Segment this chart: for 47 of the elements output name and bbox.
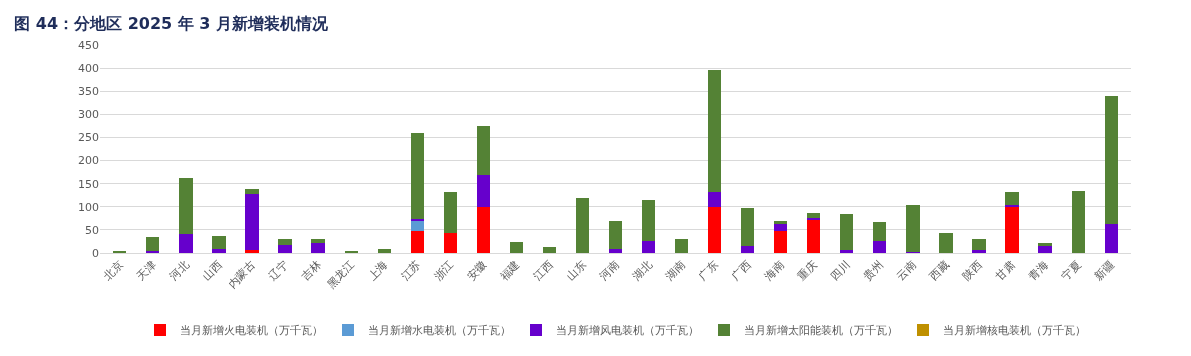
x-tick-label: 新疆	[1092, 258, 1118, 284]
y-tick-label: 300	[78, 108, 99, 122]
x-tick-label: 甘肃	[993, 258, 1019, 284]
x-tick-label: 上海	[365, 258, 391, 284]
y-tick-label: 50	[85, 223, 99, 237]
x-tick-label: 广西	[728, 258, 754, 284]
x-tick-label: 云南	[894, 258, 919, 284]
x-tick-label: 广东	[695, 258, 721, 284]
x-tick-label: 四川	[828, 258, 853, 284]
x-tick-label: 安徽	[464, 258, 490, 284]
legend-label: 当月新增风电装机（万千瓦）	[556, 324, 699, 338]
y-tick-label: 250	[78, 131, 99, 145]
y-tick-label: 0	[92, 246, 99, 260]
legend-label: 当月新增核电装机（万千瓦）	[943, 324, 1086, 338]
legend-label: 当月新增太阳能装机（万千瓦）	[744, 324, 898, 338]
x-tick-label: 江苏	[398, 258, 424, 284]
x-tick-label: 重庆	[795, 258, 820, 284]
y-tick-label: 400	[78, 61, 99, 75]
x-tick-label: 西藏	[927, 258, 952, 284]
x-tick-label: 青海	[1026, 258, 1052, 284]
y-tick-label: 100	[78, 200, 99, 214]
legend-label: 当月新增火电装机（万千瓦）	[180, 324, 323, 338]
x-tick-label: 内蒙古	[225, 258, 259, 292]
x-tick-label: 山东	[563, 258, 589, 284]
y-tick-label: 350	[78, 85, 99, 99]
y-tick-label: 450	[78, 38, 99, 52]
x-tick-label: 辽宁	[266, 258, 292, 284]
x-tick-label: 陕西	[960, 258, 985, 284]
x-tick-label: 江西	[530, 258, 556, 284]
x-tick-label: 天津	[134, 258, 159, 284]
x-tick-label: 宁夏	[1059, 258, 1085, 284]
x-tick-label: 湖南	[662, 258, 688, 284]
x-tick-label: 黑龙江	[324, 258, 358, 292]
x-tick-label: 河南	[596, 258, 622, 284]
x-tick-label: 海南	[761, 258, 787, 284]
x-tick-label: 河北	[167, 258, 192, 284]
x-tick-label: 吉林	[299, 258, 325, 284]
y-tick-label: 150	[78, 177, 99, 191]
x-tick-label: 北京	[101, 258, 126, 284]
x-tick-label: 山西	[200, 258, 225, 284]
legend-label: 当月新增水电装机（万千瓦）	[368, 324, 511, 338]
x-tick-label: 浙江	[431, 258, 457, 284]
y-tick-label: 200	[78, 154, 99, 168]
x-tick-label: 贵州	[861, 258, 886, 284]
chart-title: 图 44：分地区 2025 年 3 月新增装机情况	[14, 14, 330, 33]
x-tick-label: 湖北	[629, 258, 655, 284]
x-tick-label: 福建	[497, 258, 523, 284]
